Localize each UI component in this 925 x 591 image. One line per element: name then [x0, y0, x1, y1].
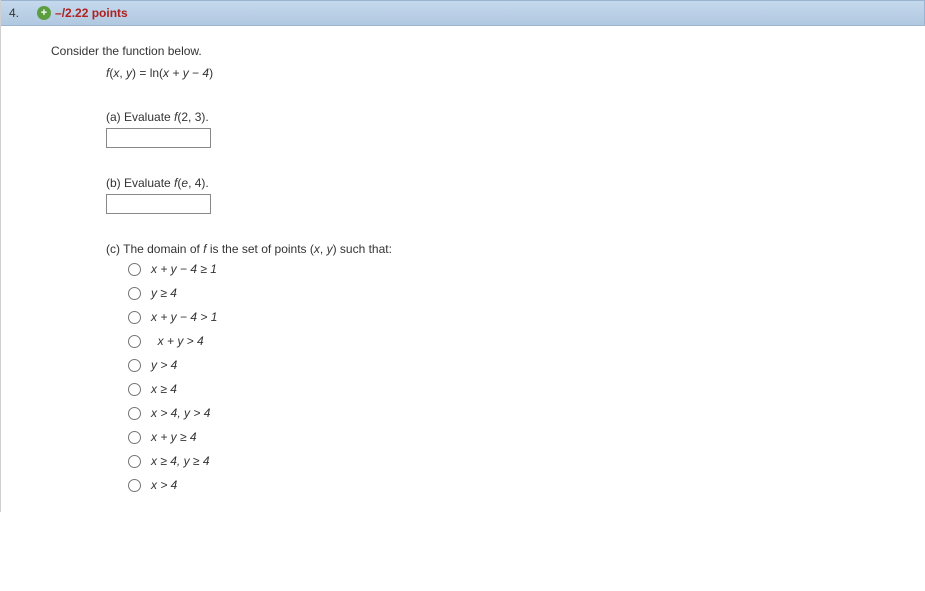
option-radio[interactable]	[128, 455, 141, 468]
part-b: (b) Evaluate f(e, 4).	[106, 176, 915, 214]
question-body: Consider the function below. f(x, y) = l…	[1, 26, 925, 512]
part-a: (a) Evaluate f(2, 3).	[106, 110, 915, 148]
option-radio[interactable]	[128, 359, 141, 372]
option-radio[interactable]	[128, 311, 141, 324]
option-row: x + y − 4 ≥ 1	[128, 262, 915, 276]
option-text: y > 4	[151, 358, 177, 372]
option-text: x + y > 4	[151, 334, 204, 348]
option-text: x > 4, y > 4	[151, 406, 210, 420]
option-text: y ≥ 4	[151, 286, 177, 300]
option-radio[interactable]	[128, 383, 141, 396]
part-b-label: (b) Evaluate f(e, 4).	[106, 176, 915, 190]
option-text: x + y − 4 ≥ 1	[151, 262, 217, 276]
part-c-options: x + y − 4 ≥ 1 y ≥ 4 x + y − 4 > 1 x + y …	[128, 262, 915, 492]
question-container: 4. + –/2.22 points Consider the function…	[0, 0, 925, 512]
option-text: x ≥ 4, y ≥ 4	[151, 454, 210, 468]
option-row: y > 4	[128, 358, 915, 372]
points-text: –/2.22 points	[55, 6, 128, 20]
option-radio[interactable]	[128, 263, 141, 276]
part-c: (c) The domain of f is the set of points…	[106, 242, 915, 492]
option-radio[interactable]	[128, 287, 141, 300]
option-row: y ≥ 4	[128, 286, 915, 300]
intro-text: Consider the function below.	[51, 44, 915, 58]
option-radio[interactable]	[128, 479, 141, 492]
option-radio[interactable]	[128, 431, 141, 444]
part-a-input[interactable]	[106, 128, 211, 148]
option-text: x + y − 4 > 1	[151, 310, 217, 324]
option-row: x > 4, y > 4	[128, 406, 915, 420]
option-text: x ≥ 4	[151, 382, 177, 396]
option-radio[interactable]	[128, 335, 141, 348]
question-number: 4.	[9, 6, 19, 20]
option-row: x + y ≥ 4	[128, 430, 915, 444]
option-row: x ≥ 4, y ≥ 4	[128, 454, 915, 468]
option-radio[interactable]	[128, 407, 141, 420]
option-text: x + y ≥ 4	[151, 430, 197, 444]
question-header: 4. + –/2.22 points	[1, 0, 925, 26]
function-definition: f(x, y) = ln(x + y − 4)	[106, 66, 915, 80]
option-row: x + y − 4 > 1	[128, 310, 915, 324]
part-c-label: (c) The domain of f is the set of points…	[106, 242, 915, 256]
part-a-label: (a) Evaluate f(2, 3).	[106, 110, 915, 124]
expand-icon[interactable]: +	[37, 6, 51, 20]
option-row: x ≥ 4	[128, 382, 915, 396]
option-text: x > 4	[151, 478, 177, 492]
option-row: x + y > 4	[128, 334, 915, 348]
part-b-input[interactable]	[106, 194, 211, 214]
option-row: x > 4	[128, 478, 915, 492]
